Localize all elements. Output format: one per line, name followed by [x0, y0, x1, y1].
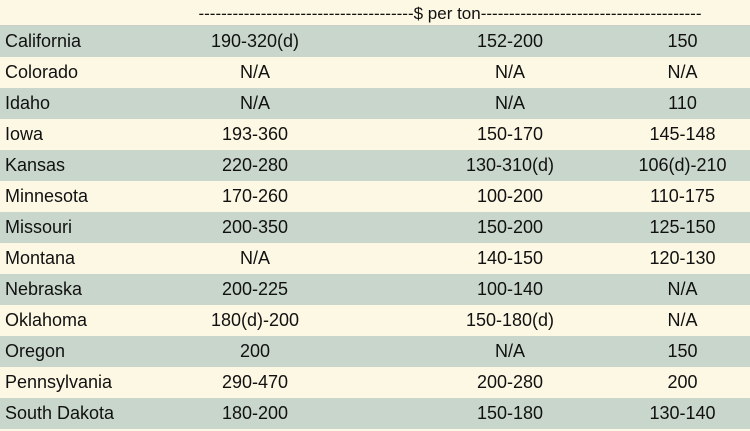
state-cell: Iowa: [5, 124, 44, 144]
price-cell-col3: 150: [667, 341, 698, 361]
price-cell-col3: 110: [668, 93, 697, 113]
price-cell-col1: 190-320(d): [210, 31, 300, 51]
table-row: Oregon 200 N/A 150: [0, 336, 750, 367]
price-cell-col1: N/A: [239, 93, 270, 113]
price-cell-col1: 290-470: [221, 372, 289, 392]
state-cell: Idaho: [5, 93, 51, 113]
state-cell: Colorado: [5, 62, 79, 82]
table-row: Pennsylvania 290-470 200-280 200: [0, 367, 750, 398]
table-row: Colorado N/A N/A N/A: [0, 57, 750, 88]
table-row: Nebraska 200-225 100-140 N/A: [0, 274, 750, 305]
table-row: South Dakota 180-200 150-180 130-140: [0, 398, 750, 429]
state-cell: Oklahoma: [5, 310, 88, 330]
table-row: Kansas 220-280 130-310(d) 106(d)-210: [0, 150, 750, 181]
price-cell-col3: N/A: [667, 62, 698, 82]
price-cell-col3: 130-140: [649, 403, 716, 423]
price-cell-col3: N/A: [667, 310, 698, 330]
state-cell: South Dakota: [5, 403, 115, 423]
price-cell-col2: 150-180(d): [465, 310, 555, 330]
table-row: Iowa 193-360 150-170 145-148: [0, 119, 750, 150]
table-row: Montana N/A 140-150 120-130: [0, 243, 750, 274]
price-cell-col2: 150-170: [476, 124, 544, 144]
hay-price-table: California 190-320(d) 152-200 150 Colora…: [0, 25, 750, 431]
table-row: California 190-320(d) 152-200 150: [0, 26, 750, 57]
table-row: Missouri 200-350 150-200 125-150: [0, 212, 750, 243]
price-cell-col2: 100-200: [476, 186, 544, 206]
price-cell-col1: 180(d)-200: [210, 310, 300, 330]
price-cell-col2: 100-140: [476, 279, 544, 299]
price-cell-col2: 130-310(d): [465, 155, 555, 175]
price-cell-col2: 150-180: [476, 403, 544, 423]
price-cell-col3: 120-130: [649, 248, 716, 268]
state-cell: Kansas: [5, 155, 66, 175]
state-cell: Montana: [5, 248, 76, 268]
price-cell-col2: 200-280: [476, 372, 544, 392]
state-cell: Nebraska: [5, 279, 83, 299]
units-header: --------------------------------------$ …: [198, 4, 702, 23]
price-cell-col2: 140-150: [476, 248, 544, 268]
price-cell-col3: 106(d)-210: [638, 155, 727, 175]
price-cell-col1: 180-200: [221, 403, 289, 423]
table-row: Minnesota 170-260 100-200 110-175: [0, 181, 750, 212]
price-cell-col1: 200: [239, 341, 271, 361]
price-cell-col3: 110-175: [650, 186, 715, 206]
price-cell-col2: N/A: [494, 93, 525, 113]
table-row: Idaho N/A N/A 110: [0, 88, 750, 119]
price-cell-col1: N/A: [239, 248, 270, 268]
price-cell-col2: 150-200: [476, 217, 544, 237]
state-cell: California: [5, 31, 82, 51]
price-cell-col3: 145-148: [649, 124, 716, 144]
price-cell-col3: 200: [667, 372, 698, 392]
price-cell-col1: 193-360: [221, 124, 289, 144]
price-cell-col3: 150: [667, 31, 698, 51]
price-cell-col2: N/A: [494, 62, 525, 82]
state-cell: Oregon: [5, 341, 66, 361]
price-cell-col1: 220-280: [221, 155, 289, 175]
price-cell-col3: 125-150: [649, 217, 716, 237]
state-cell: Missouri: [5, 217, 73, 237]
price-cell-col2: N/A: [494, 341, 525, 361]
table-row: Oklahoma 180(d)-200 150-180(d) N/A: [0, 305, 750, 336]
price-cell-col1: 200-225: [221, 279, 289, 299]
state-cell: Minnesota: [5, 186, 89, 206]
price-cell-col1: 170-260: [221, 186, 289, 206]
price-cell-col3: N/A: [667, 279, 698, 299]
state-cell: Pennsylvania: [5, 372, 113, 392]
price-cell-col2: 152-200: [476, 31, 544, 51]
price-cell-col1: 200-350: [221, 217, 289, 237]
price-cell-col1: N/A: [239, 62, 270, 82]
